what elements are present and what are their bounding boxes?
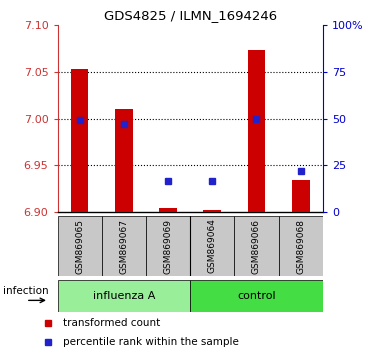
Bar [234, 216, 279, 276]
Bar [58, 216, 102, 276]
Bar [159, 208, 177, 212]
Bar [190, 280, 323, 312]
Text: control: control [237, 291, 276, 301]
Text: GSM869064: GSM869064 [208, 218, 217, 274]
Text: GSM869069: GSM869069 [164, 218, 173, 274]
Text: GSM869066: GSM869066 [252, 218, 261, 274]
Bar [279, 216, 323, 276]
Bar [146, 216, 190, 276]
Bar [203, 210, 221, 212]
Text: infection: infection [3, 286, 49, 296]
Bar [58, 280, 190, 312]
Text: influenza A: influenza A [93, 291, 155, 301]
Bar [102, 216, 146, 276]
Text: GSM869067: GSM869067 [119, 218, 128, 274]
Text: GSM869065: GSM869065 [75, 218, 84, 274]
Bar [115, 109, 133, 212]
Text: transformed count: transformed count [63, 318, 160, 329]
Bar [71, 69, 88, 212]
Bar [292, 179, 309, 212]
Bar [247, 50, 265, 212]
Title: GDS4825 / ILMN_1694246: GDS4825 / ILMN_1694246 [104, 9, 277, 22]
Text: percentile rank within the sample: percentile rank within the sample [63, 337, 239, 347]
Text: GSM869068: GSM869068 [296, 218, 305, 274]
Bar [190, 216, 234, 276]
